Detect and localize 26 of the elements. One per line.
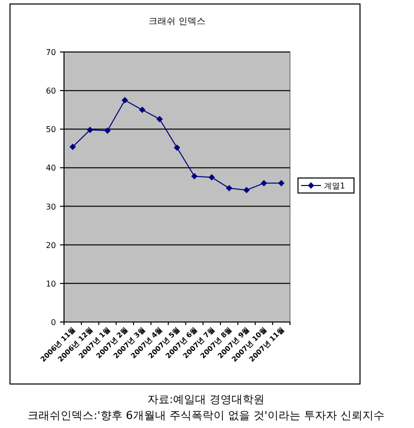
point <box>278 180 285 186</box>
y-tick-label: 70 <box>46 48 56 57</box>
point <box>104 127 111 134</box>
y-tick-label: 50 <box>46 125 56 134</box>
text: 자료:예일대 경영대학원 <box>147 393 265 406</box>
y-tick-label: 20 <box>46 240 56 250</box>
legend: 계열1 <box>298 178 354 194</box>
point <box>208 174 215 181</box>
point <box>122 97 128 104</box>
point <box>139 106 146 114</box>
point <box>174 144 180 151</box>
point <box>191 173 198 180</box>
point <box>156 116 163 122</box>
y-tick-label: 0 <box>50 318 56 327</box>
y-tick-label: 30 <box>46 202 56 212</box>
y-tick-label: 60 <box>46 86 56 96</box>
point <box>86 126 94 134</box>
point <box>226 184 232 192</box>
y-tick-label: 10 <box>46 279 56 288</box>
text: 크래쉬인덱스:'향후 6개월내 주식폭락이 없을 것'이라는 투자자 신뢰지수 <box>28 409 384 422</box>
legend-label: 계열1 <box>324 182 346 190</box>
y-tick-label: 40 <box>46 164 56 173</box>
chart-title: 크래쉬 인덱스 <box>148 17 206 27</box>
point <box>260 180 268 186</box>
point <box>243 186 250 194</box>
point <box>69 144 76 150</box>
